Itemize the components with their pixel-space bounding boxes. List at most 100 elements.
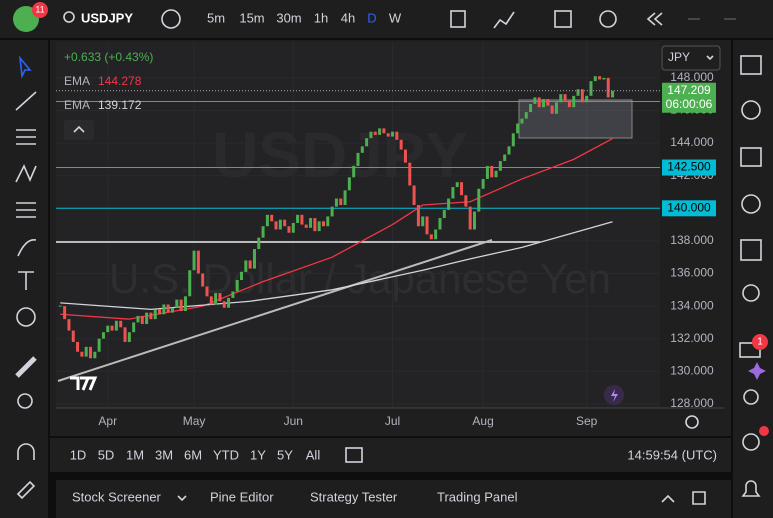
symbol[interactable]: USDJPY: [81, 10, 133, 25]
candle: [447, 198, 451, 210]
candle: [542, 99, 546, 108]
collapse-legend[interactable]: [64, 120, 94, 140]
interval[interactable]: 30m: [276, 10, 301, 25]
range-button[interactable]: YTD: [213, 447, 239, 462]
candle: [321, 221, 325, 227]
interval[interactable]: 5m: [207, 10, 225, 25]
candle: [80, 351, 84, 357]
fib-tool[interactable]: [16, 129, 36, 145]
indicators-icon[interactable]: [493, 11, 515, 29]
bottom-tab[interactable]: Pine Editor: [210, 489, 274, 504]
candle: [196, 250, 200, 274]
candle: [106, 325, 110, 333]
candle: [183, 296, 187, 311]
panel-controls[interactable]: [661, 491, 706, 505]
watchlist-icon[interactable]: [740, 55, 762, 75]
calendar-icon[interactable]: [740, 239, 762, 261]
alert-icon[interactable]: [599, 10, 617, 28]
drawing-tools: [15, 55, 37, 500]
goto-date[interactable]: [345, 447, 363, 463]
candle: [567, 100, 571, 108]
candle: [188, 270, 192, 297]
range-button[interactable]: 6M: [184, 447, 202, 462]
screener-caret: [177, 495, 187, 502]
interval[interactable]: 4h: [341, 10, 355, 25]
ideas-icon[interactable]: [742, 284, 760, 302]
stream-icon[interactable]: [742, 433, 760, 451]
notifications-icon[interactable]: [741, 480, 761, 497]
range-button[interactable]: 1D: [70, 447, 87, 462]
settings-icon[interactable]: [685, 415, 699, 429]
candle: [313, 218, 317, 232]
bottom-tab[interactable]: Strategy Tester: [310, 489, 398, 504]
trend-tool[interactable]: [15, 91, 37, 111]
range-button[interactable]: All: [306, 447, 321, 462]
pattern-tool[interactable]: [15, 164, 37, 183]
lock-tool[interactable]: [16, 480, 36, 500]
interval[interactable]: 15m: [239, 10, 264, 25]
x-tick-label: Jul: [385, 414, 400, 428]
candle: [546, 99, 550, 106]
interval[interactable]: D: [367, 10, 376, 25]
candle: [494, 170, 498, 178]
candle: [554, 102, 558, 114]
cursor-tool[interactable]: [18, 55, 32, 79]
candle: [309, 218, 313, 228]
news-icon[interactable]: [740, 147, 762, 167]
candle: [529, 103, 533, 113]
search-icon[interactable]: [63, 11, 75, 23]
interval[interactable]: 1h: [314, 10, 328, 25]
candle: [114, 320, 118, 331]
ema-name: EMA: [64, 98, 90, 112]
currency-select[interactable]: [661, 45, 721, 71]
signals-icon[interactable]: [743, 389, 759, 405]
currency-caret: [706, 55, 714, 61]
zoom-tool[interactable]: [17, 393, 33, 409]
candle: [408, 162, 412, 186]
add-symbol[interactable]: [161, 9, 181, 29]
candle: [403, 149, 407, 163]
range-button[interactable]: 5D: [98, 447, 115, 462]
candle: [291, 222, 295, 233]
candle: [119, 320, 123, 328]
interval[interactable]: W: [389, 10, 402, 25]
level-label-bg: [662, 159, 716, 176]
range-button[interactable]: 1M: [126, 447, 144, 462]
text-tool[interactable]: [18, 271, 34, 290]
candle: [317, 221, 321, 232]
range-button[interactable]: 1Y: [250, 447, 266, 462]
magnet-tool[interactable]: [17, 443, 35, 460]
range-button[interactable]: 3M: [155, 447, 173, 462]
currency[interactable]: JPY: [668, 50, 690, 64]
range-button[interactable]: 5Y: [277, 447, 293, 462]
hotlist-icon[interactable]: [741, 194, 761, 214]
layout-icon[interactable]: [554, 10, 572, 28]
y-tick-label: 132.000: [670, 331, 714, 345]
clock: 14:59:54 (UTC): [627, 447, 717, 462]
brush-tool[interactable]: [17, 239, 37, 257]
candle: [84, 346, 88, 357]
candles-icon[interactable]: [450, 10, 466, 28]
candle: [343, 190, 347, 206]
candle: [386, 133, 390, 137]
replay-icon[interactable]: [646, 12, 663, 26]
bottom-tab[interactable]: Stock Screener: [72, 489, 162, 504]
candle: [563, 94, 567, 101]
candle: [240, 271, 244, 281]
emoji-tool[interactable]: [16, 307, 36, 327]
candle: [391, 131, 395, 137]
watermark-subtitle: U.S. Dollar / Japanese Yen: [109, 255, 611, 302]
candle: [352, 165, 356, 178]
ai-icon[interactable]: [748, 362, 766, 380]
clock-icon[interactable]: [741, 100, 761, 120]
bottom-tab[interactable]: Trading Panel: [437, 489, 518, 504]
ruler-tool[interactable]: [15, 356, 37, 378]
projection-tool[interactable]: [16, 202, 36, 218]
candle: [481, 178, 485, 189]
candle: [485, 165, 489, 179]
candle: [97, 338, 101, 352]
candle: [274, 221, 278, 230]
candle: [593, 76, 597, 82]
candle: [373, 131, 377, 135]
